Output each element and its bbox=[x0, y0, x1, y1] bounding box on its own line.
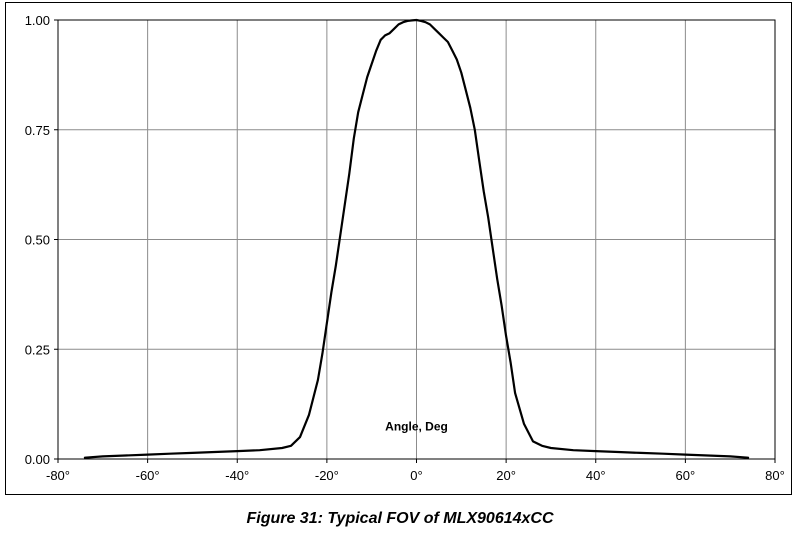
x-tick-label: 60° bbox=[676, 468, 696, 483]
x-tick-label: 40° bbox=[586, 468, 606, 483]
x-tick-label: -80° bbox=[46, 468, 70, 483]
figure-caption: Figure 31: Typical FOV of MLX90614xCC bbox=[246, 510, 554, 527]
y-tick-label: 0.00 bbox=[25, 452, 50, 467]
y-tick-label: 0.75 bbox=[25, 123, 50, 138]
y-tick-label: 0.25 bbox=[25, 342, 50, 357]
x-tick-label: 80° bbox=[765, 468, 785, 483]
x-tick-label: 20° bbox=[496, 468, 516, 483]
y-tick-label: 1.00 bbox=[25, 13, 50, 28]
fov-response-line bbox=[83, 18, 750, 459]
x-tick-label: -40° bbox=[225, 468, 249, 483]
x-tick-label: -20° bbox=[315, 468, 339, 483]
fov-chart: -80° -60° -40° -20° 0° 20° 40° 60° 80° 0.00 0.25 0.… bbox=[25, 13, 785, 483]
x-tick-label: -60° bbox=[136, 468, 160, 483]
y-tick-label: 0.50 bbox=[25, 233, 50, 248]
chart-frame: -80° -60° -40° -20° 0° 20° 40° 60° 80° 0.00 0.25 0.… bbox=[5, 2, 792, 495]
x-axis-annotation: Angle, Deg bbox=[385, 419, 448, 433]
x-tick-label: 0° bbox=[410, 468, 422, 483]
